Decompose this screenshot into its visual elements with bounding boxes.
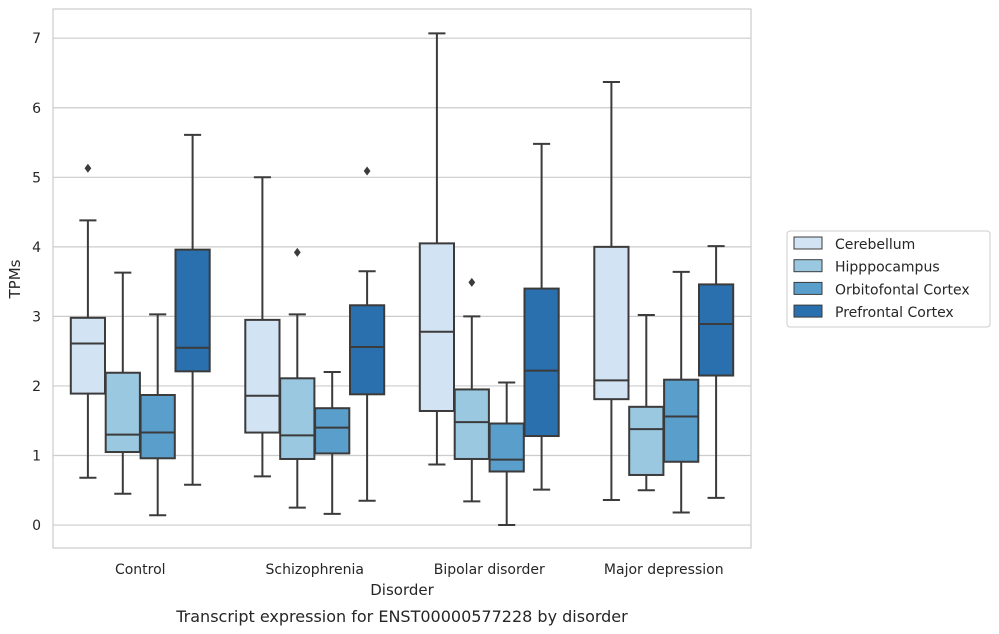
box-prefrontal-cortex	[697, 245, 735, 499]
box-hipppocampus	[628, 314, 665, 492]
legend: Cerebellum Hipppocampus Orbitofontal Corte…	[786, 230, 991, 328]
outlier-point	[468, 277, 476, 287]
x-tick-label: Major depression	[604, 562, 724, 578]
plot-frame	[52, 8, 752, 549]
box-cerebellum	[244, 176, 281, 478]
y-tick-label: 1	[32, 449, 41, 465]
y-axis-title: TPMs	[6, 259, 24, 299]
box-iqr	[69, 316, 107, 395]
box-cerebellum	[593, 81, 630, 502]
box-iqr	[244, 318, 281, 434]
box-iqr	[697, 283, 735, 377]
box-iqr	[663, 378, 700, 463]
y-tick-label: 4	[32, 240, 41, 256]
outlier-point	[363, 166, 371, 176]
box-prefrontal-cortex	[523, 142, 560, 491]
legend-label: Hipppocampus	[835, 260, 940, 276]
legend-label: Orbitofontal Cortex	[835, 282, 970, 298]
box-iqr	[104, 371, 141, 454]
y-tick-label: 7	[32, 31, 41, 47]
legend-swatch	[793, 304, 823, 318]
box-hipppocampus	[453, 277, 490, 503]
y-tick-label: 0	[32, 518, 41, 534]
box-iqr	[628, 405, 665, 476]
box-orbitofontal-cortex	[139, 313, 176, 517]
box-prefrontal-cortex	[348, 166, 386, 502]
box-iqr	[279, 377, 316, 460]
box-orbitofontal-cortex	[663, 270, 700, 514]
x-axis-title: Disorder	[370, 581, 434, 599]
outlier-point	[84, 163, 92, 173]
legend-frame	[786, 230, 991, 328]
legend-label: Cerebellum	[835, 237, 915, 253]
box-iqr	[418, 242, 456, 412]
box-hipppocampus	[104, 271, 141, 495]
box-hipppocampus	[279, 247, 316, 509]
box-iqr	[593, 245, 630, 401]
box-prefrontal-cortex	[174, 133, 211, 486]
box-orbitofontal-cortex	[314, 371, 351, 515]
box-iqr	[523, 287, 560, 438]
y-tick-label: 5	[32, 170, 41, 186]
x-tick-label: Bipolar disorder	[434, 562, 545, 578]
legend-swatch	[793, 259, 823, 273]
plot-area	[69, 32, 735, 527]
y-tick-label: 3	[32, 309, 41, 325]
legend-swatch	[793, 281, 823, 295]
x-tick-label: Schizophrenia	[266, 562, 364, 578]
box-iqr	[174, 248, 211, 373]
legend-swatch	[793, 236, 823, 250]
box-cerebellum	[418, 32, 456, 466]
box-iqr	[453, 388, 490, 460]
y-tick-label: 2	[32, 379, 41, 395]
x-tick-label: Control	[115, 562, 166, 578]
box-iqr	[314, 407, 351, 455]
box-cerebellum	[69, 163, 107, 479]
outlier-point	[293, 247, 301, 257]
y-tick-label: 6	[32, 101, 41, 117]
chart-caption: Transcript expression for ENST0000057722…	[175, 607, 628, 626]
box-iqr	[488, 422, 525, 473]
box-iqr	[139, 393, 176, 460]
box-iqr	[348, 304, 386, 396]
legend-label: Prefrontal Cortex	[835, 305, 954, 321]
x-tick-labels: Control Schizophrenia Bipolar disorder Majo…	[115, 562, 724, 578]
y-tick-labels: 0 1 2 3 4 5 6 7	[32, 31, 41, 534]
box-orbitofontal-cortex	[488, 381, 525, 527]
